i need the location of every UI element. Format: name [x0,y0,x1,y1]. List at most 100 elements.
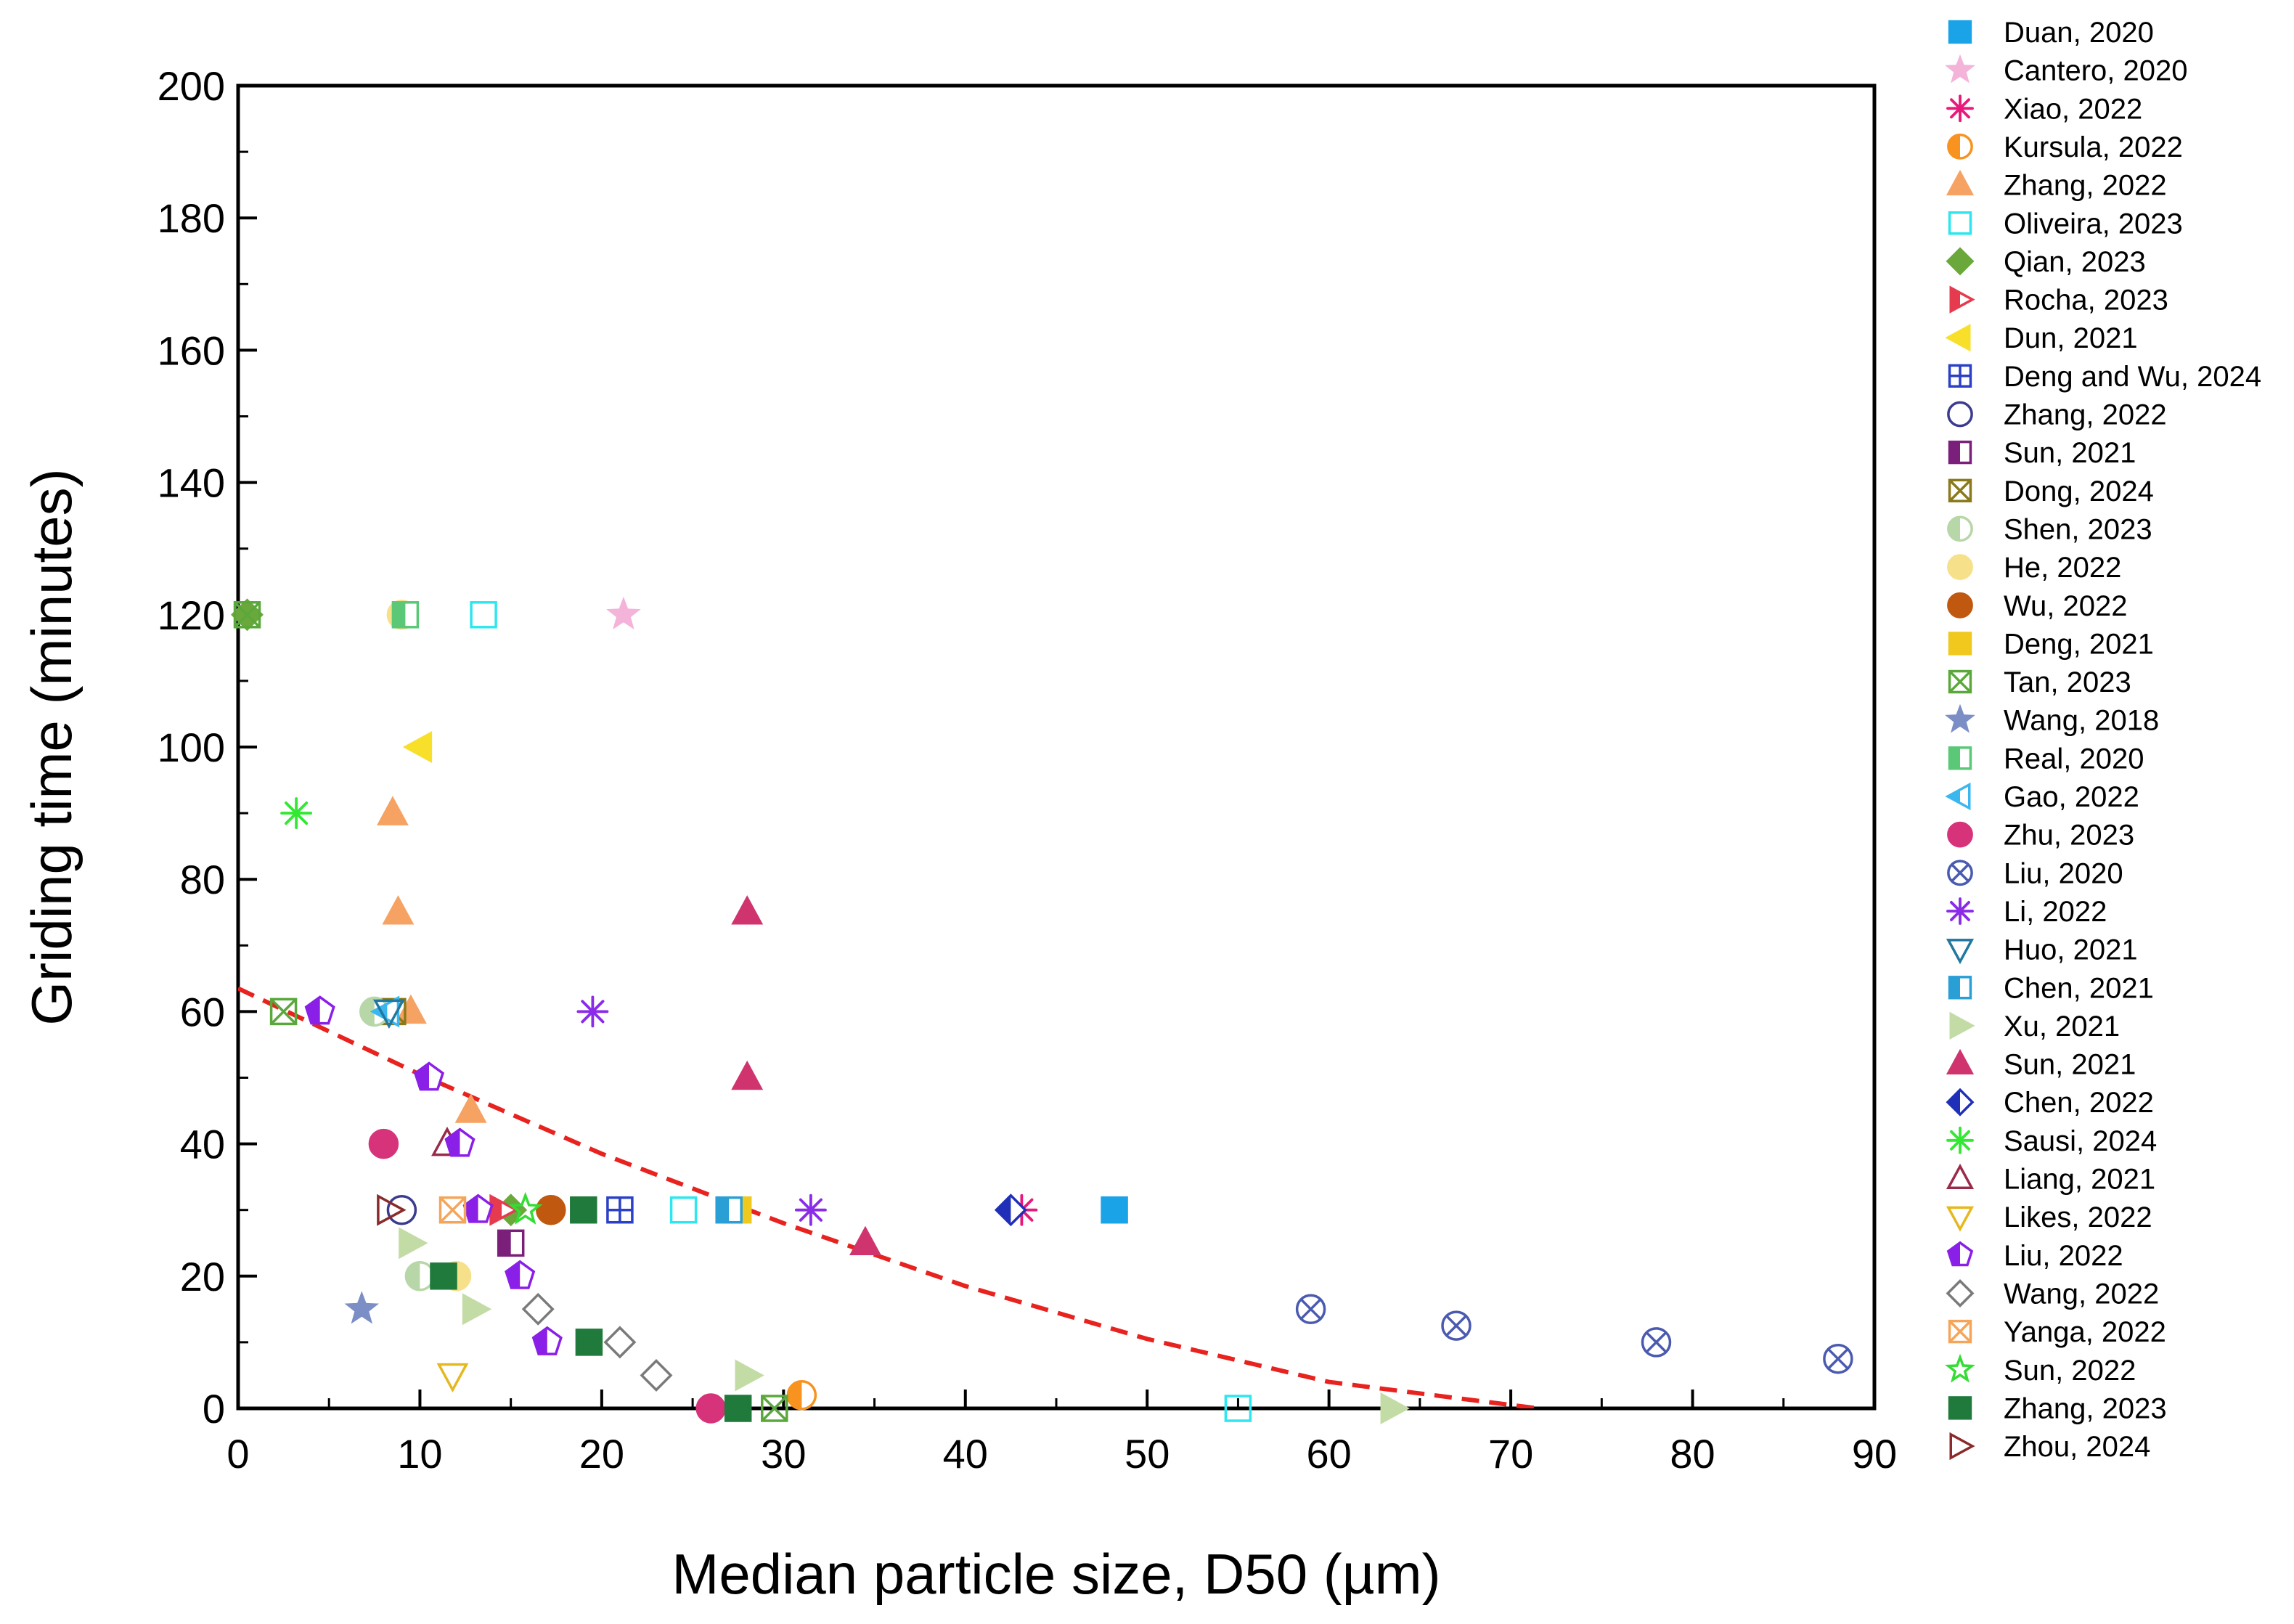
legend-item: Oliveira, 2023 [1948,208,2183,240]
data-point [606,596,641,630]
legend-marker [1945,703,1975,733]
legend-item: Huo, 2021 [1946,934,2138,966]
legend-label: Xiao, 2022 [2004,93,2142,125]
legend-label: Wang, 2022 [2004,1278,2159,1310]
data-point [404,1261,436,1292]
legend-label: Chen, 2021 [2004,972,2154,1004]
legend-marker [1948,478,1972,502]
legend-marker [1946,1088,1975,1117]
data-point [344,1291,380,1324]
y-tick-label: 160 [158,327,225,373]
data-point [761,1395,788,1422]
legend-label: Qian, 2023 [2004,246,2146,278]
legend-marker [1946,897,1974,925]
data-point [376,796,409,825]
legend-marker [1947,554,1973,580]
legend-item: Li, 2022 [1946,896,2107,928]
legend-item: Liang, 2021 [1946,1164,2155,1196]
legend-marker [1946,169,1975,196]
data-point [402,731,433,763]
legend-label: Dun, 2021 [2004,322,2138,354]
legend-marker [1948,976,1972,1000]
data-point [399,1227,428,1260]
legend-marker [1947,515,1973,542]
legend-label: Wu, 2022 [2004,590,2128,622]
legend-marker [1948,1319,1972,1344]
legend-marker [1949,285,1975,314]
legend-item: Zhu, 2023 [1947,820,2134,852]
legend-marker [1945,54,1975,83]
legend-item: Zhang, 2023 [1948,1392,2167,1424]
data-point [386,1194,417,1225]
legend-label: Sun, 2021 [2004,1049,2136,1081]
data-point [731,1060,764,1090]
legend-label: Liu, 2022 [2004,1240,2123,1272]
legend-label: Likes, 2022 [2004,1201,2152,1233]
legend-marker [1946,1241,1974,1267]
data-points [231,596,1853,1424]
legend-label: Liu, 2020 [2004,857,2123,889]
legend-item: Kursula, 2022 [1947,131,2183,163]
legend-marker [1946,94,1974,123]
y-tick-label: 100 [158,725,225,770]
legend-marker [1949,1432,1975,1461]
data-point [497,1229,525,1257]
data-point [1295,1294,1326,1325]
legend-item: Rocha, 2023 [1949,285,2168,317]
legend-item: He, 2022 [1947,552,2121,584]
legend-label: Sausi, 2024 [2004,1125,2157,1157]
y-axis-title: Griding time (minutes) [20,468,83,1025]
legend-label: Gao, 2022 [2004,781,2139,813]
legend-item: Sun, 2021 [1946,1049,2136,1081]
data-point [462,1193,494,1223]
data-point [1441,1310,1471,1341]
legend-item: Xu, 2021 [1949,1011,2120,1042]
legend-marker [1948,20,1972,44]
x-tick-label: 60 [1307,1431,1352,1477]
data-point [462,1293,492,1326]
legend-marker [1946,1279,1975,1307]
legend-label: Real, 2020 [2004,743,2144,775]
legend-label: Kursula, 2022 [2004,131,2183,163]
legend-item: Liu, 2020 [1947,857,2123,889]
data-point [1224,1395,1252,1422]
legend-item: Xiao, 2022 [1946,93,2142,125]
legend-item: Cantero, 2020 [1945,54,2188,87]
legend-item: Sun, 2021 [1948,437,2136,469]
legend-label: Dong, 2024 [2004,476,2154,507]
data-point [715,1196,743,1224]
legend-item: Real, 2020 [1948,743,2144,775]
legend-label: Zhang, 2023 [2004,1392,2167,1424]
legend-marker [1945,782,1971,811]
trendline-path [238,986,1539,1408]
legend-label: Wang, 2018 [2004,705,2159,737]
legend-item: Deng, 2021 [1948,628,2154,660]
data-point [470,601,497,629]
legend-label: Li, 2022 [2004,896,2107,928]
legend-marker [1948,669,1972,694]
y-tick-label: 0 [203,1386,225,1432]
y-tick-label: 80 [180,857,225,902]
legend-label: Liang, 2021 [2004,1164,2155,1196]
legend-marker [1946,247,1975,276]
data-point [735,1359,764,1392]
x-tick-label: 30 [761,1431,806,1477]
y-tick-label: 200 [158,63,225,109]
trendline [238,986,1539,1408]
data-point [436,1363,469,1393]
data-point [269,997,298,1026]
legend-marker [1947,821,1973,848]
y-tick-label: 120 [158,592,225,638]
legend-item: Zhou, 2024 [1949,1431,2150,1463]
legend-item: Sun, 2022 [1945,1353,2136,1387]
legend-marker [1945,1353,1975,1383]
legend-marker [1948,632,1972,656]
legend-label: Xu, 2021 [2004,1011,2120,1042]
data-point [794,1193,827,1226]
legend-item: Chen, 2022 [1946,1087,2154,1119]
legend-label: Yanga, 2022 [2004,1316,2166,1348]
legend-item: Liu, 2022 [1946,1240,2123,1272]
x-tick-label: 40 [943,1431,988,1477]
x-tick-label: 90 [1852,1431,1897,1477]
